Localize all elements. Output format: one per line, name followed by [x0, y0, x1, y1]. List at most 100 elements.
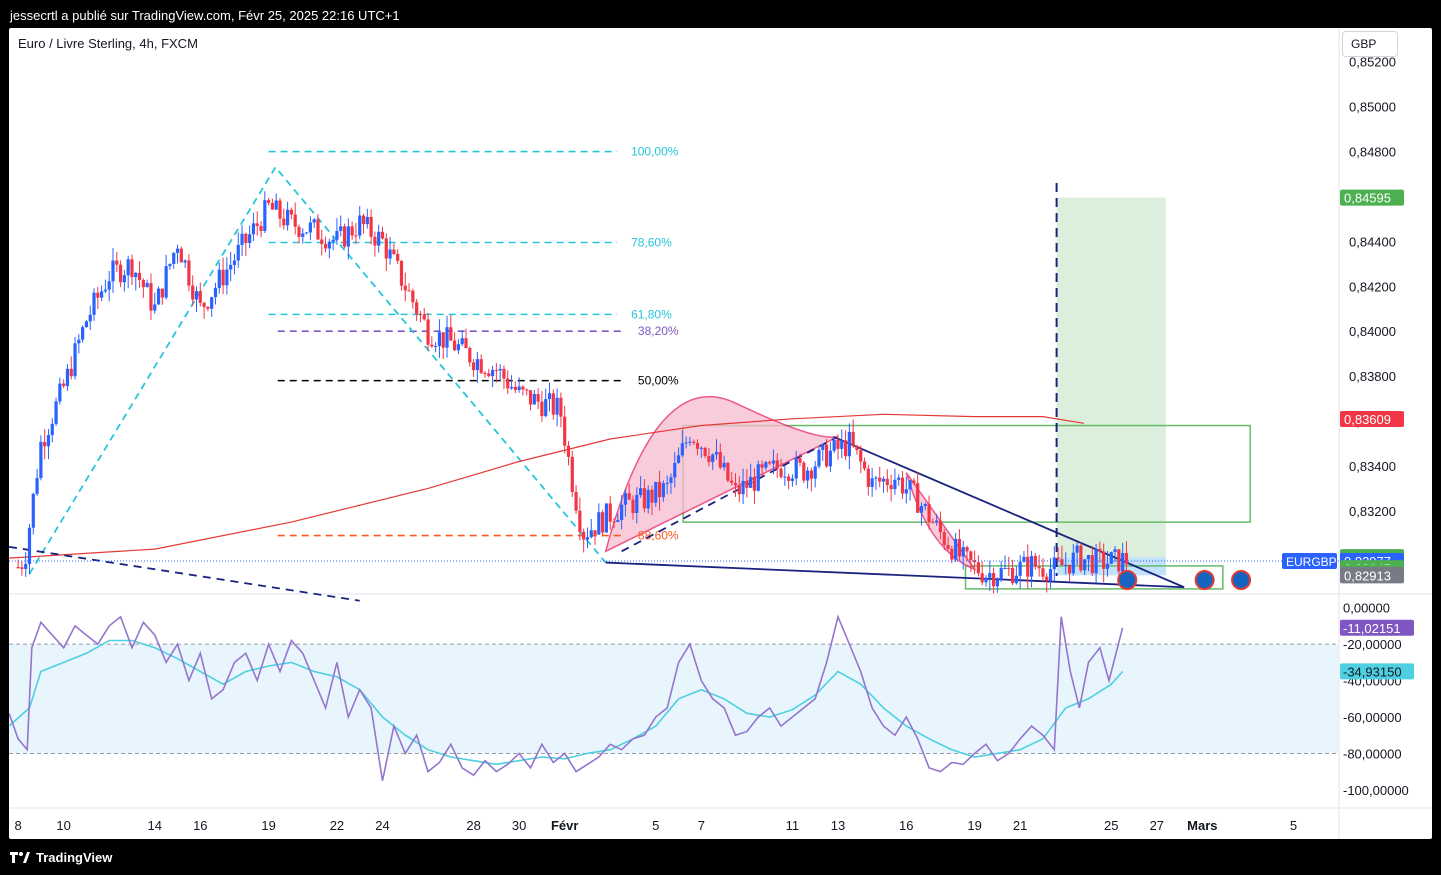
candle-body: [118, 264, 123, 283]
candle-body: [969, 551, 973, 561]
candle-body: [380, 231, 385, 239]
candle-body: [620, 504, 624, 521]
candle-body: [149, 283, 153, 311]
candle-body: [525, 389, 529, 391]
chart-area[interactable]: 100,00% 78,60% 61,80% 38,20% 50,00% 88,60% 0,8…: [9, 28, 1432, 839]
time-tick-label: 19: [261, 818, 275, 833]
price-tick-label: 0,84800: [1349, 145, 1396, 160]
candle-body: [1045, 576, 1049, 581]
candle-body: [840, 440, 844, 449]
candle-body: [217, 269, 221, 288]
candle-body: [1003, 568, 1007, 570]
candle-body: [764, 462, 768, 468]
candle-body: [24, 563, 28, 569]
chart-svg[interactable]: 100,00% 78,60% 61,80% 38,20% 50,00% 88,60% 0,8…: [9, 28, 1432, 839]
fib-label-3: 38,20%: [638, 324, 679, 338]
candle-body: [897, 477, 901, 480]
candle-body: [809, 470, 814, 479]
osc-value-label-0: -11,02151: [1343, 621, 1401, 636]
osc-value-bg-1: [1340, 663, 1414, 680]
candle-body: [657, 481, 662, 498]
time-tick-label: 27: [1150, 818, 1164, 833]
candle-body: [358, 215, 362, 236]
candle-body: [874, 477, 878, 479]
price-tick-label: 0,85200: [1349, 55, 1396, 70]
candle-body: [973, 560, 977, 563]
candle-body: [475, 359, 479, 371]
candle-body: [145, 283, 149, 288]
candle-body: [813, 466, 817, 479]
candle-body: [585, 537, 590, 540]
time-tick-label: 24: [375, 818, 389, 833]
candle-body: [441, 332, 445, 348]
candle-body: [160, 288, 164, 298]
candle-body: [172, 252, 176, 264]
candle-body: [695, 442, 700, 449]
candle-body: [665, 482, 669, 484]
candle-body: [513, 386, 517, 391]
candle-body: [251, 223, 256, 235]
candle-body: [320, 239, 324, 244]
candle-body: [81, 327, 85, 340]
candle-body: [92, 292, 96, 315]
candle-body: [528, 390, 533, 405]
target-zone: [1056, 197, 1166, 558]
time-tick-label: 21: [1013, 818, 1027, 833]
candle-body: [122, 275, 126, 283]
candle-body: [1018, 561, 1022, 576]
candle-body: [991, 573, 996, 587]
candle-body: [100, 291, 104, 298]
candle-body: [267, 200, 271, 203]
candle-body: [415, 302, 419, 314]
candle-body: [832, 439, 836, 451]
price-tick-label: 0,85000: [1349, 100, 1396, 115]
candle-body: [589, 530, 593, 538]
candle-body: [304, 232, 309, 234]
oscillator-main-line: [9, 614, 1124, 781]
candle-body: [957, 538, 962, 557]
candle-body: [570, 456, 574, 492]
event-icon-0: [1117, 570, 1138, 590]
candle-body: [779, 468, 783, 477]
candle-body: [46, 435, 51, 447]
candle-body: [373, 236, 377, 246]
candle-body: [278, 200, 282, 219]
candle-body: [50, 423, 54, 436]
candle-body: [798, 458, 802, 463]
candle-body: [156, 288, 161, 305]
time-tick-label: 8: [14, 818, 21, 833]
candle-body: [179, 248, 183, 263]
wedge-lower-line: [605, 561, 1185, 589]
dashed-channel-line: [621, 438, 834, 553]
candle-body: [756, 464, 760, 491]
candle-body: [301, 233, 305, 237]
candle-body: [434, 346, 438, 348]
candle-body: [881, 478, 886, 482]
candle-body: [206, 306, 210, 309]
oscillator-signal-line: [9, 639, 1124, 766]
candle-body: [787, 476, 791, 481]
candle-body: [1086, 555, 1091, 560]
candle-body: [403, 285, 407, 291]
candle-body: [16, 567, 20, 569]
oscillator-band: [9, 644, 1339, 754]
price-label-bg-0: [1340, 189, 1404, 206]
candle-body: [604, 503, 609, 533]
candle-body: [153, 304, 157, 311]
candle-body: [680, 443, 684, 456]
symbol-tag: EURGBP: [1286, 555, 1337, 569]
price-tick-label: 0,84400: [1349, 234, 1396, 249]
candle-body: [1109, 552, 1113, 564]
candle-body: [551, 393, 555, 415]
time-tick-label: 5: [1290, 818, 1297, 833]
tradingview-logo[interactable]: TradingView: [10, 850, 112, 865]
currency-selector[interactable]: GBP: [1342, 31, 1398, 57]
candle-body: [350, 226, 354, 236]
candle-body: [1014, 575, 1018, 584]
price-label-bg-1: [1340, 411, 1404, 428]
oscillator-tick-label: 0,00000: [1343, 601, 1390, 616]
candle-body: [88, 314, 92, 322]
candle-body: [126, 259, 130, 276]
candle-body: [471, 362, 476, 371]
